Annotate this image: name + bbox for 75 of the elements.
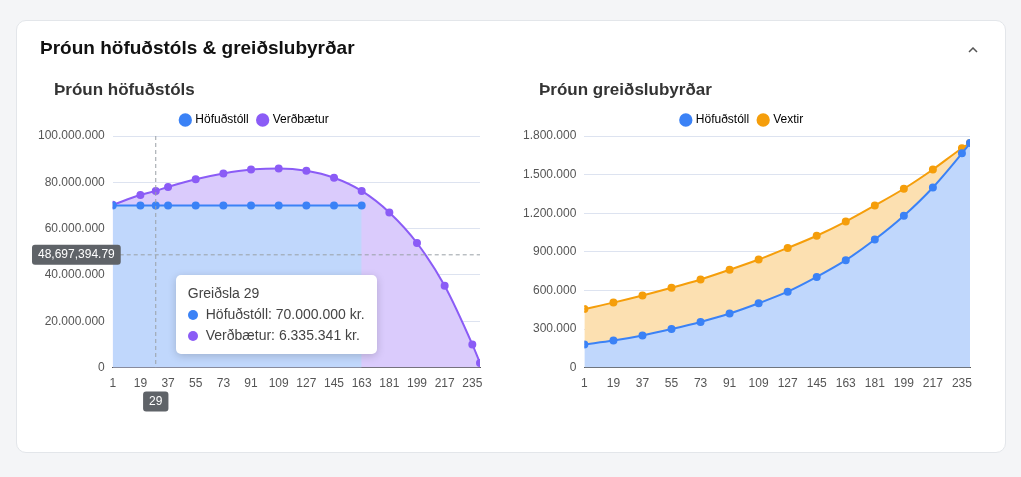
x-tick-label: 127: [296, 376, 317, 391]
x-tick-label: 19: [606, 376, 621, 391]
y-tick-label: 100.000.000: [38, 128, 106, 143]
point: [274, 201, 283, 210]
x-tick-label: 217: [434, 376, 455, 391]
ref-line-label: 29: [149, 393, 163, 408]
point: [302, 201, 311, 210]
point: [330, 201, 339, 210]
x-tick-label: 181: [379, 376, 400, 391]
y-tick-label: 20.000.000: [44, 313, 106, 328]
legend-label: Höfuðstóll: [695, 112, 750, 127]
y-tick-label: 900.000: [532, 244, 577, 259]
point: [440, 281, 449, 290]
y-tick-label: 300.000: [532, 321, 577, 336]
point: [357, 186, 366, 195]
annotation: Greiðsla 29: [187, 284, 260, 301]
point: [330, 173, 339, 182]
legend-label: Verðbætur: [272, 112, 329, 127]
point: [219, 169, 228, 178]
x-tick-label: 73: [693, 376, 708, 391]
x-tick-label: 37: [635, 376, 650, 391]
x-tick-label: 55: [664, 376, 679, 391]
point: [136, 201, 145, 210]
x-tick-label: 55: [189, 376, 203, 391]
x-tick-label: 1: [581, 376, 589, 391]
x-tick-label: 163: [835, 376, 857, 391]
x-tick-label: 235: [951, 376, 973, 391]
chart-title: Þróun greiðslubyrðar: [539, 80, 712, 100]
point: [247, 165, 256, 174]
text: Þróun höfuðstóls & greiðslubyrðar: [40, 37, 355, 59]
x-tick-label: 145: [806, 376, 828, 391]
x-tick-label: 37: [161, 376, 176, 391]
ref-line-label: 48,697,394.79: [38, 247, 116, 262]
point: [468, 340, 477, 349]
legend-label: Höfuðstóll: [195, 112, 249, 127]
x-tick-label: 73: [216, 376, 231, 391]
y-tick-label: 0: [569, 359, 577, 374]
point: [357, 201, 366, 210]
y-tick-label: 600.000: [532, 282, 577, 297]
point: [302, 166, 311, 175]
x-tick-label: 19: [133, 376, 148, 391]
y-tick-label: 80.000.000: [44, 174, 106, 189]
x-tick-label: 217: [922, 376, 944, 391]
point: [164, 201, 173, 210]
y-tick-label: 1.200.000: [522, 205, 577, 220]
annotation: Verðbætur: 6.335.341 kr.: [205, 326, 360, 343]
x-tick-label: 127: [777, 376, 799, 391]
x-tick-label: 199: [893, 376, 915, 391]
x-tick-label: 199: [406, 376, 428, 391]
point: [247, 201, 256, 210]
x-tick-label: 91: [244, 376, 259, 391]
point: [191, 175, 200, 184]
x-tick-label: 109: [748, 376, 769, 391]
point: [385, 208, 394, 217]
y-tick-label: 1.800.000: [522, 128, 577, 143]
x-tick-label: 181: [864, 376, 886, 391]
point: [191, 201, 200, 210]
annotation: Höfuðstóll: 70.000.000 kr.: [205, 305, 365, 322]
chart-title: Þróun höfuðstóls: [54, 80, 195, 100]
point: [164, 182, 173, 191]
point: [136, 191, 145, 200]
point: [219, 201, 228, 210]
x-tick-label: 145: [324, 376, 345, 391]
y-tick-label: 0: [98, 359, 106, 374]
point: [274, 164, 283, 173]
x-tick-label: 91: [722, 376, 737, 391]
x-tick-label: 163: [351, 376, 373, 391]
y-tick-label: 1.500.000: [522, 166, 577, 181]
x-tick-label: 1: [109, 376, 117, 391]
x-tick-label: 109: [268, 376, 290, 391]
x-tick-label: 235: [462, 376, 483, 391]
y-tick-label: 60.000.000: [44, 220, 106, 235]
point: [413, 239, 421, 247]
y-tick-label: 40.000.000: [44, 267, 106, 282]
legend-label: Vextir: [773, 112, 804, 127]
